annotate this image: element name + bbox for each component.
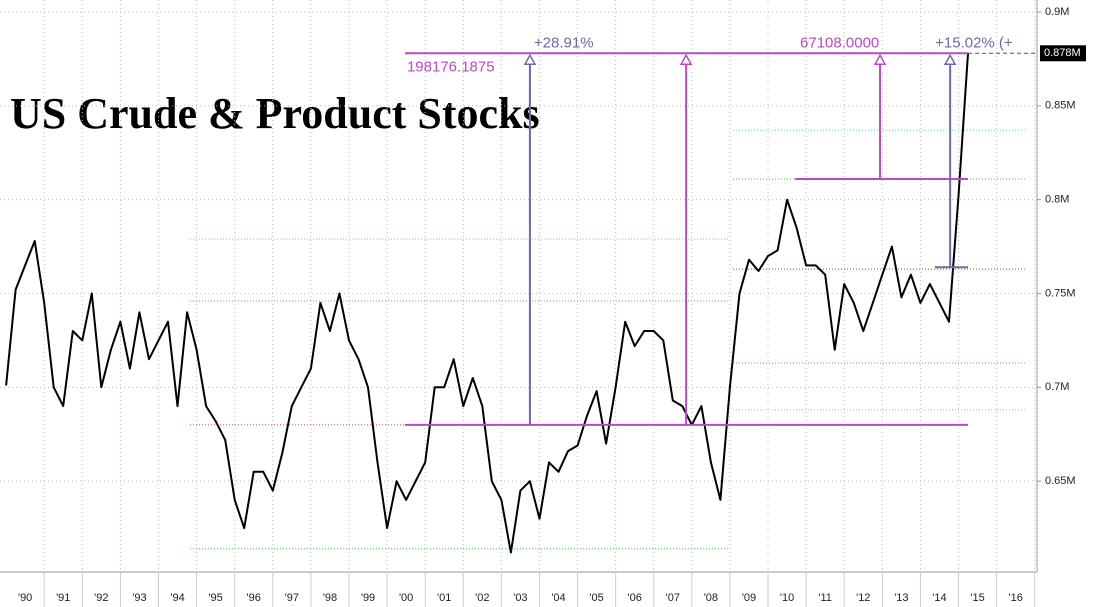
x-tick-label: '13 [894,592,908,604]
y-tick-label: 0.65M [1045,475,1076,487]
x-tick-label: '99 [361,592,375,604]
annotation-label: 67108.0000 [800,34,879,51]
x-tick-label: '10 [780,592,794,604]
x-tick-label: '92 [94,592,108,604]
x-tick-label: '14 [932,592,946,604]
x-tick-label: '90 [18,592,32,604]
last-value-label: 0.878M [1044,47,1081,59]
x-tick-label: '03 [513,592,527,604]
x-tick-label: '95 [208,592,222,604]
x-tick-label: '97 [285,592,299,604]
annotation-label: 198176.1875 [407,58,495,75]
y-tick-label: 0.7M [1045,381,1069,393]
x-tick-label: '16 [1008,592,1022,604]
x-tick-label: '07 [666,592,680,604]
x-tick-label: '91 [56,592,70,604]
y-tick-label: 0.8M [1045,194,1069,206]
y-tick-label: 0.85M [1045,100,1076,112]
x-tick-label: '08 [704,592,718,604]
x-tick-label: '06 [628,592,642,604]
x-tick-label: '12 [856,592,870,604]
series-line [5,53,969,554]
x-tick-label: '04 [551,592,565,604]
arrow-head [679,53,693,66]
x-tick-label: '93 [132,592,146,604]
x-tick-label: '05 [589,592,603,604]
x-tick-label: '96 [247,592,261,604]
arrow-head [943,53,957,66]
arrow-head [523,53,537,66]
x-tick-label: '09 [742,592,756,604]
chart-title: US Crude & Product Stocks [10,89,540,138]
x-tick-label: '94 [170,592,184,604]
annotation-label: +15.02% (+ [935,34,1013,51]
last-value-box [1040,45,1086,62]
x-tick-label: '02 [475,592,489,604]
x-tick-label: '01 [437,592,451,604]
x-tick-label: '11 [818,592,832,604]
y-tick-label: 0.75M [1045,287,1076,299]
x-tick-label: '00 [399,592,413,604]
y-tick-label: 0.9M [1045,6,1069,18]
x-tick-label: '98 [323,592,337,604]
arrow-head [873,53,887,66]
annotation-label: +28.91% [534,34,594,51]
x-tick-label: '15 [970,592,984,604]
